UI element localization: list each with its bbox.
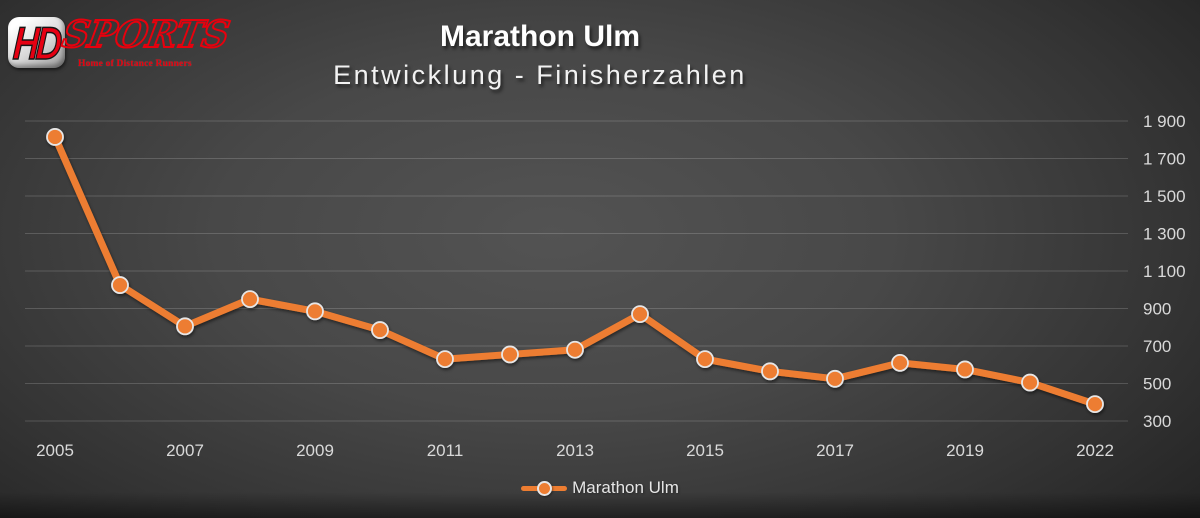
data-point-2006 <box>111 276 129 294</box>
data-point-2005 <box>46 128 64 146</box>
data-point-2010 <box>371 321 389 339</box>
x-axis-label-2015: 2015 <box>686 441 724 460</box>
x-axis-label-2013: 2013 <box>556 441 594 460</box>
data-point-2008 <box>241 290 259 309</box>
x-axis-label-2017: 2017 <box>816 441 854 460</box>
chart-header: Marathon Ulm Entwicklung - Finisherzahle… <box>0 20 1080 94</box>
logo-tagline: Home of Distance Runners <box>78 59 192 69</box>
x-axis-label-2009: 2009 <box>296 441 334 460</box>
logo-hd-badge: HD <box>8 16 65 69</box>
x-axis-label-2011: 2011 <box>427 441 464 460</box>
y-axis-label-1300: 1 300 <box>1143 225 1186 244</box>
data-point-2019 <box>956 360 974 379</box>
legend: Marathon Ulm <box>0 477 1200 499</box>
data-point-2012 <box>501 345 519 364</box>
hdsports-logo: HD SPORTS Home of Distance Runners <box>8 10 233 76</box>
legend-dot-icon <box>537 480 553 496</box>
y-axis-label-1100: 1 100 <box>1143 262 1186 281</box>
data-point-2015 <box>696 350 714 369</box>
data-point-2014 <box>631 305 649 324</box>
y-axis-label-700: 700 <box>1143 337 1171 356</box>
x-axis-label-2019: 2019 <box>946 441 984 460</box>
chart-title: Marathon Ulm <box>439 20 640 53</box>
series-marathon-ulm <box>46 128 1104 414</box>
x-axis-label-2007: 2007 <box>166 441 204 460</box>
logo-sports-text: SPORTS <box>58 11 233 57</box>
y-axis-label-900: 900 <box>1143 300 1171 319</box>
data-point-2007 <box>176 317 194 336</box>
data-point-2016 <box>761 362 779 381</box>
y-axis-label-500: 500 <box>1143 375 1171 394</box>
y-axis-label-1500: 1 500 <box>1143 187 1186 206</box>
data-point-2017 <box>826 369 844 388</box>
data-point-2022 <box>1086 395 1104 414</box>
chart-subtitle: Entwicklung - Finisherzahlen <box>333 60 747 90</box>
data-point-2013 <box>566 340 584 359</box>
y-axis-label-300: 300 <box>1143 412 1171 431</box>
logo-hd-text: HD <box>11 16 62 69</box>
data-point-2018 <box>891 353 909 372</box>
data-point-2021 <box>1021 373 1039 392</box>
data-point-2009 <box>306 302 324 321</box>
legend-marker-icon <box>521 480 568 496</box>
legend-label: Marathon Ulm <box>572 478 679 497</box>
y-axis-label-1700: 1 700 <box>1143 150 1186 169</box>
x-axis-label-2005: 2005 <box>36 441 74 460</box>
data-point-2011 <box>436 350 454 369</box>
x-axis-label-2022: 2022 <box>1076 441 1114 460</box>
y-axis-label-1900: 1 900 <box>1143 112 1186 131</box>
